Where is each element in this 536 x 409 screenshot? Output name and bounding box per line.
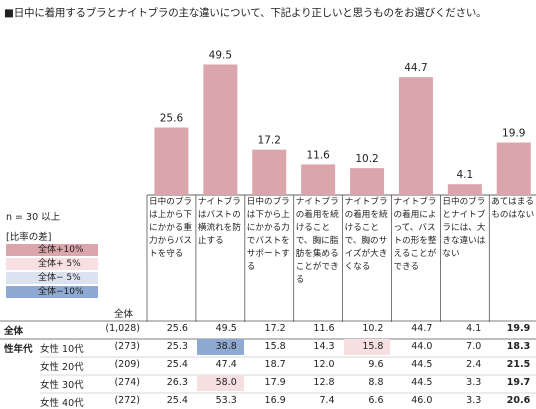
bar-value-label: 17.2 xyxy=(258,135,281,147)
bar xyxy=(496,142,531,195)
bar-value-label: 25.6 xyxy=(160,113,184,125)
table-cell: 18.3 xyxy=(506,341,531,352)
bar xyxy=(252,149,287,195)
table-cell: 25.3 xyxy=(166,341,188,352)
bar xyxy=(203,64,238,195)
legend-item: 全体− 5% xyxy=(6,272,98,284)
cell-highlight xyxy=(343,339,391,355)
table-cell: 9.6 xyxy=(368,359,384,370)
cell-highlight xyxy=(196,375,244,391)
category-label: 日中のブラは下から上にかかる力でバストをサポートする xyxy=(246,197,290,272)
bar xyxy=(350,168,385,195)
table-cell: 25.4 xyxy=(166,395,188,406)
table-header-total: 全体 xyxy=(114,309,134,320)
table-cell: 20.6 xyxy=(506,395,531,406)
table-cell: 17.9 xyxy=(264,377,286,388)
table-cell: 14.3 xyxy=(313,341,335,352)
table-cell: 11.6 xyxy=(313,323,335,334)
category-label: ナイトブラの着用を続けることで、胸に脂肪を集めることができる xyxy=(295,197,339,285)
bar-value-label: 11.6 xyxy=(306,149,330,161)
category-label: ナイトブラの着用によって、バストの形を整えることができる xyxy=(393,197,437,272)
table-cell: 16.9 xyxy=(264,395,286,406)
table-cell: 17.2 xyxy=(264,323,286,334)
table-cell: 7.4 xyxy=(319,395,335,406)
table-cell: 58.0 xyxy=(215,377,237,388)
table-cell: 19.7 xyxy=(506,377,531,388)
table-cell: 10.2 xyxy=(362,323,384,334)
table-cell: 8.8 xyxy=(368,377,384,388)
bar xyxy=(398,77,433,195)
legend-item: 全体−10% xyxy=(6,286,98,298)
category-label: ナイトブラの着用を続けることで、胸のサイズが大きくなる xyxy=(344,197,388,272)
table-cell: 44.7 xyxy=(411,323,433,334)
chart-title: ■日中に着用するブラとナイトブラの主な違いについて、下記より正しいと思うものをお… xyxy=(4,7,487,19)
category-label: あてはまるものはない xyxy=(491,197,535,220)
cell-highlight xyxy=(196,339,244,355)
table-cell: 19.9 xyxy=(506,323,531,334)
bar xyxy=(447,184,482,195)
table-cell: 2.4 xyxy=(466,359,482,370)
table-cell: 7.0 xyxy=(466,341,482,352)
legend-title: [比率の差] xyxy=(6,232,52,243)
row-label: 女性 10代 xyxy=(40,344,84,355)
table-cell: 12.8 xyxy=(313,377,335,388)
table-cell: 6.6 xyxy=(368,395,384,406)
table-cell: 21.5 xyxy=(506,359,531,370)
bar xyxy=(154,127,189,195)
table-cell: 44.0 xyxy=(411,341,433,352)
category-label: 日中のブラとナイトブラには、大きな違いはない xyxy=(442,197,486,259)
row-sample-size: (209) xyxy=(114,359,140,370)
table-cell: 38.8 xyxy=(215,341,237,352)
table-cell: 12.0 xyxy=(313,359,335,370)
table-cell: 25.6 xyxy=(166,323,188,334)
table-cell: 26.3 xyxy=(166,377,188,388)
row-sample-size: (274) xyxy=(114,377,140,388)
row-sample-size: (273) xyxy=(114,341,140,352)
bar-value-label: 49.5 xyxy=(209,50,232,62)
row-label: 女性 30代 xyxy=(40,380,84,391)
table-cell: 4.1 xyxy=(466,323,482,334)
table-cell: 15.8 xyxy=(362,341,384,352)
table-cell: 15.8 xyxy=(264,341,286,352)
row-label: 全体 xyxy=(4,326,24,337)
table-cell: 18.7 xyxy=(264,359,286,370)
table-cell: 44.5 xyxy=(411,359,433,370)
category-label: ナイトブラはバストの横流れを防止する xyxy=(197,197,241,246)
bar-value-label: 44.7 xyxy=(404,62,427,74)
table-cell: 53.3 xyxy=(215,395,237,406)
bar-value-label: 10.2 xyxy=(355,153,378,165)
sample-size-note: n = 30 以上 xyxy=(6,212,61,223)
bar xyxy=(301,164,336,195)
table-cell: 25.4 xyxy=(166,359,188,370)
table-cell: 46.0 xyxy=(411,395,433,406)
row-sample-size: (272) xyxy=(114,395,140,406)
bar-value-label: 4.1 xyxy=(456,169,473,181)
table-cell: 3.3 xyxy=(466,395,482,406)
row-label: 女性 20代 xyxy=(40,362,84,373)
table-cell: 3.3 xyxy=(466,377,482,388)
table-cell: 44.5 xyxy=(411,377,433,388)
legend-item: 全体+ 5% xyxy=(6,258,98,270)
legend-item: 全体+10% xyxy=(6,244,98,256)
row-label: 女性 40代 xyxy=(40,398,84,409)
table-cell: 47.4 xyxy=(215,359,237,370)
category-label: 日中のブラは上から下にかかる重力からバストを守る xyxy=(149,197,192,259)
table-cell: 49.5 xyxy=(215,323,237,334)
group-label: 性年代 xyxy=(4,344,33,355)
row-sample-size: (1,028) xyxy=(105,323,140,334)
bar-value-label: 19.9 xyxy=(502,128,525,140)
